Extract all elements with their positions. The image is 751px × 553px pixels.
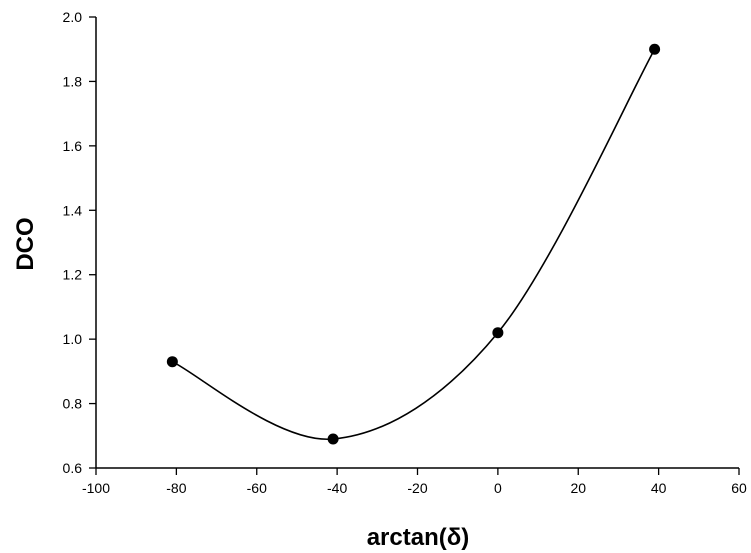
data-point [166,356,178,368]
x-tick-label: 0 [494,480,502,496]
y-tick-label: 1.4 [63,202,83,218]
data-point [649,43,661,55]
x-tick-label: -20 [407,480,427,496]
data-point [327,433,339,445]
x-tick-label: -40 [327,480,347,496]
y-tick-label: 0.6 [63,460,83,476]
x-axis-title: arctan(δ) [367,524,470,551]
x-tick-label: -100 [82,480,110,496]
axes [95,17,739,469]
x-tick-label: 60 [731,480,747,496]
y-tick-label: 1.8 [63,73,83,89]
y-axis-title: DCO [12,217,39,270]
y-tick-label: 2.0 [63,9,83,25]
x-tick-label: -60 [247,480,267,496]
y-ticks: 0.6 0.8 1.0 1.2 1.4 1.6 1.8 2.0 [63,9,96,476]
data-point [492,327,504,339]
y-tick-label: 1.2 [63,267,83,283]
y-tick-label: 1.0 [63,331,83,347]
x-ticks: -100 -80 -60 -40 -20 0 20 40 60 [82,468,747,496]
y-tick-label: 0.8 [63,396,83,412]
y-tick-label: 1.6 [63,138,83,154]
data-points [166,43,661,445]
fit-curve [172,48,656,440]
x-tick-label: 20 [570,480,586,496]
x-tick-label: 40 [651,480,667,496]
x-tick-label: -80 [166,480,186,496]
